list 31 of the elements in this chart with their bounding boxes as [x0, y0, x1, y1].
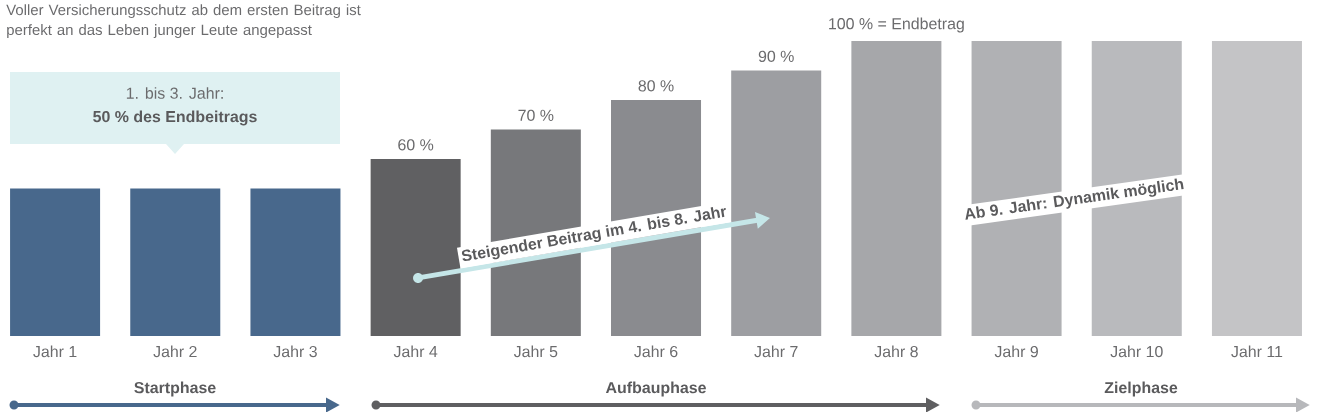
x-tick-label: Jahr 1 — [33, 345, 77, 358]
x-tick-label: Jahr 3 — [273, 345, 317, 358]
text: Aufbauphase — [605, 381, 706, 397]
text: Startphase — [134, 381, 216, 397]
annotation: 50 % des Endbeitrags — [93, 110, 257, 126]
x-tick-label: Jahr 8 — [874, 345, 918, 358]
bar — [250, 188, 341, 336]
x-tick-label: Jahr 5 — [513, 345, 558, 358]
annotation: Steigender Beitrag im 4. bis 8. Jahr — [461, 207, 726, 261]
bar — [1211, 41, 1302, 336]
data-label: 80 % — [638, 80, 674, 92]
x-tick-label: Jahr 4 — [393, 345, 438, 358]
x-tick-label: Jahr 6 — [634, 345, 678, 358]
x-tick-label: Jahr 2 — [153, 345, 197, 358]
chart-title: Voller Versicherungsschutz ab dem ersten Beitrag ist perfekt an das Leben junger Leute angepasst — [6, 4, 361, 39]
annotation: 1. bis 3. Jahr: — [126, 87, 223, 99]
x-tick-label: Jahr 7 — [754, 345, 798, 358]
data-label: 70 % — [518, 109, 554, 121]
x-tick-label: Jahr 9 — [994, 345, 1038, 358]
bar — [130, 188, 221, 336]
annotation: Ab 9. Jahr: Dynamik möglich — [965, 178, 1184, 220]
bar — [370, 159, 461, 336]
bar — [731, 70, 822, 336]
bar — [10, 188, 101, 336]
bar — [851, 41, 942, 336]
x-tick-label: Jahr 10 — [1110, 345, 1163, 358]
data-label: 60 % — [398, 139, 434, 151]
text: Zielphase — [1104, 381, 1178, 397]
x-tick-label: Jahr 11 — [1231, 345, 1283, 358]
data-label: 100 % = Endbetrag — [829, 17, 964, 33]
data-label: 90 % — [758, 50, 794, 62]
